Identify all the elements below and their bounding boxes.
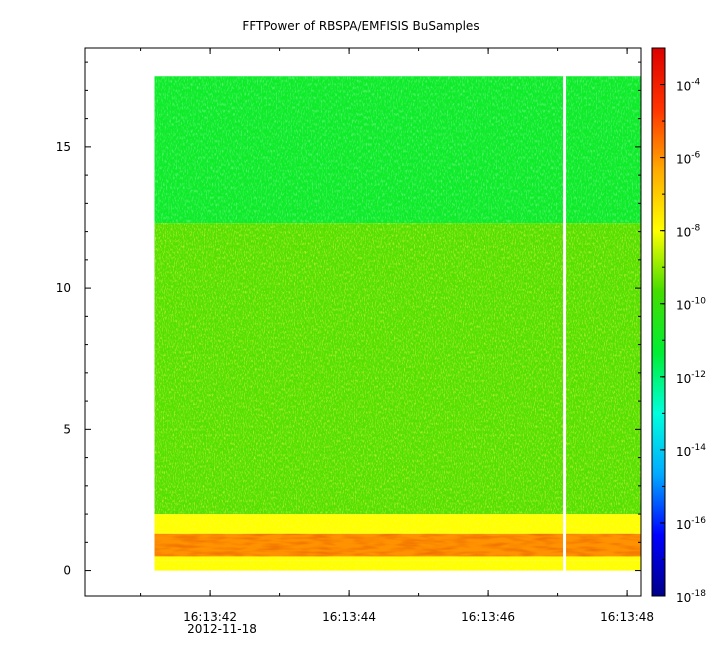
data-gap xyxy=(563,76,567,571)
spectrogram-band xyxy=(154,556,641,561)
plot-frame xyxy=(84,47,642,597)
spectrogram-band xyxy=(154,514,641,534)
spectrogram-band-texture xyxy=(154,560,641,571)
spectrogram-band xyxy=(154,223,641,515)
spectrogram-band-texture xyxy=(154,223,641,515)
spectrogram-band-texture xyxy=(154,556,641,561)
y-axis: 0 5 10 15 xyxy=(56,61,641,578)
y-tick-label: 5 xyxy=(63,422,71,436)
y-tick-label: 0 xyxy=(63,564,71,578)
colorbar: 10-4 10-6 10-8 10-10 10-12 10-14 10-16 10-18 xyxy=(651,47,706,605)
x-tick-label: 16:13:48 xyxy=(600,610,654,624)
colorbar-tick-label: 10-14 xyxy=(676,443,706,459)
spectrogram-band xyxy=(154,533,641,557)
colorbar-gradient xyxy=(651,47,666,597)
x-tick-label: 16:13:42 xyxy=(183,610,237,624)
plot-area xyxy=(154,76,641,571)
x-date-label: 2012-11-18 xyxy=(187,622,257,636)
spectrogram-band-texture xyxy=(154,514,641,534)
spectrogram-band-texture xyxy=(154,76,641,224)
x-tick-label: 16:13:46 xyxy=(461,610,515,624)
colorbar-tick-label: 10-4 xyxy=(676,78,701,94)
colorbar-tick-label: 10-8 xyxy=(676,224,701,240)
x-axis: 16:13:42 16:13:44 16:13:46 16:13:48 xyxy=(140,48,654,624)
chart-title: FFTPower of RBSPA/EMFISIS BuSamples xyxy=(242,19,479,33)
colorbar-tick-label: 10-18 xyxy=(676,589,706,605)
y-tick-label: 15 xyxy=(56,140,71,154)
y-tick-label: 10 xyxy=(56,281,71,295)
colorbar-tick-label: 10-12 xyxy=(676,370,706,386)
x-tick-label: 16:13:44 xyxy=(322,610,376,624)
colorbar-tick-label: 10-6 xyxy=(676,151,701,167)
spectrogram-band xyxy=(154,560,641,571)
colorbar-tick-label: 10-16 xyxy=(676,516,706,532)
spectrogram-band-texture xyxy=(154,533,641,557)
spectrogram-band xyxy=(154,76,641,224)
colorbar-tick-label: 10-10 xyxy=(676,297,706,313)
